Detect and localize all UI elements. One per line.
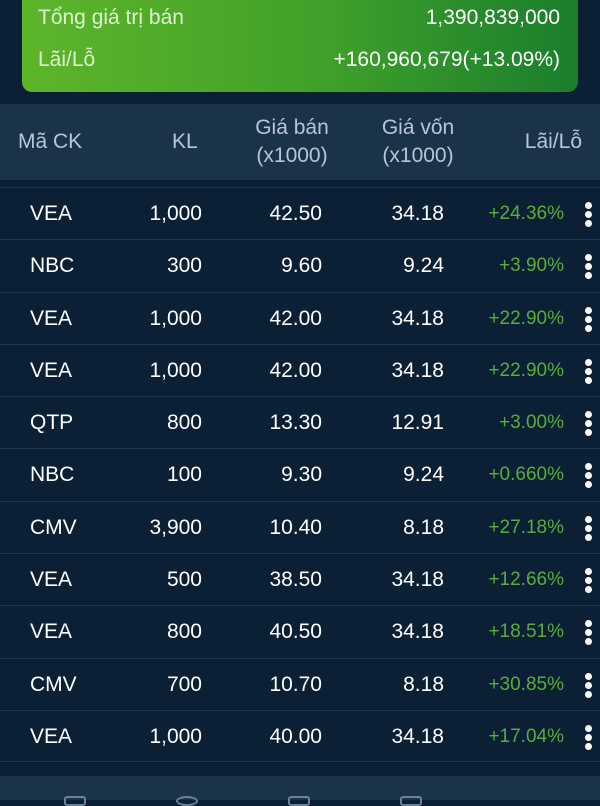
cell-symbol: VEA [30,306,73,330]
table-row[interactable]: VEA 1,000 42.00 34.18 +22.90% [0,343,600,396]
cell-pl: +3.90% [499,255,564,277]
holdings-list: VEA 1,000 42.50 34.18 +24.36% NBC 300 9.… [0,187,600,763]
more-options-icon[interactable] [585,202,593,229]
header-qty: KL [172,130,198,153]
bottom-nav [0,776,600,806]
table-row[interactable]: CMV 700 10.70 8.18 +30.85% [0,657,600,710]
cell-qty: 500 [166,568,202,592]
table-row[interactable]: VEA 1,000 40.00 34.18 +17.04% [0,709,600,763]
table-row[interactable]: NBC 300 9.60 9.24 +3.90% [0,239,600,291]
cell-cost-price: 12.91 [391,411,444,435]
more-options-icon[interactable] [585,724,593,752]
table-row[interactable]: VEA 1,000 42.00 34.18 +22.90% [0,291,600,344]
cell-pl: +18.51% [488,621,564,643]
cell-pl: +12.66% [488,569,564,591]
cell-cost-price: 34.18 [391,620,444,644]
cell-pl: +22.90% [488,359,564,381]
cell-qty: 800 [166,620,202,644]
cell-symbol: VEA [30,620,73,644]
summary-card: Tổng giá trị bán 1,390,839,000 Lãi/Lỗ +160… [22,0,578,92]
cell-qty: 1,000 [149,202,202,225]
cell-symbol: NBC [30,463,75,487]
cell-qty: 800 [166,411,202,435]
cell-pl: +17.04% [488,725,564,747]
cell-cost-price: 9.24 [403,463,444,487]
cell-symbol: CMV [30,672,77,696]
pl-value: +160,960,679(+13.09%) [333,48,560,71]
cell-symbol: NBC [30,254,75,278]
header-sell-line1: Giá bán [255,116,329,139]
cell-pl: +0.660% [488,464,564,486]
pl-label: Lãi/Lỗ [38,48,96,71]
cell-sell-price: 13.30 [269,411,322,435]
more-options-icon[interactable] [585,254,593,281]
cell-pl: +22.90% [488,307,564,329]
header-cost-line2: (x1000) [382,144,454,167]
cell-cost-price: 34.18 [391,306,444,330]
header-cost-price: Giá vốn (x1000) [378,114,458,170]
cell-sell-price: 42.50 [269,202,322,225]
cell-symbol: VEA [30,568,73,592]
cell-cost-price: 34.18 [391,202,444,225]
header-cost-line1: Giá vốn [381,116,455,139]
cell-sell-price: 9.60 [281,254,322,278]
cell-qty: 100 [166,463,202,487]
header-symbol: Mã CK [18,130,83,153]
cell-symbol: VEA [30,724,73,748]
cell-sell-price: 38.50 [269,568,322,592]
cell-symbol: CMV [30,515,77,539]
cell-qty: 700 [166,672,202,696]
cell-sell-price: 10.40 [269,515,322,539]
cell-cost-price: 34.18 [391,358,444,382]
nav-icon-1[interactable] [64,796,86,806]
header-sell-price: Giá bán (x1000) [252,114,332,170]
more-options-icon[interactable] [585,620,593,647]
table-row[interactable]: QTP 800 13.30 12.91 +3.00% [0,396,600,448]
more-options-icon[interactable] [585,672,593,700]
cell-pl: +24.36% [488,203,564,224]
table-row[interactable]: NBC 100 9.30 9.24 +0.660% [0,448,600,500]
cell-cost-price: 8.18 [403,672,444,696]
cell-sell-price: 10.70 [269,672,322,696]
nav-icon-3[interactable] [288,796,310,806]
table-header: Mã CK KL Giá bán (x1000) Giá vốn (x1000) L… [0,104,600,180]
header-pl: Lãi/Lỗ [524,130,582,153]
cell-cost-price: 8.18 [403,515,444,539]
cell-sell-price: 9.30 [281,463,322,487]
cell-cost-price: 34.18 [391,568,444,592]
cell-pl: +30.85% [488,673,564,695]
total-sell-value: 1,390,839,000 [425,6,560,29]
cell-qty: 1,000 [149,724,202,748]
total-sell-label: Tổng giá trị bán [38,6,184,29]
cell-symbol: VEA [30,202,73,225]
cell-symbol: VEA [30,358,73,382]
header-sell-line2: (x1000) [256,144,328,167]
cell-cost-price: 9.24 [403,254,444,278]
more-options-icon[interactable] [585,306,593,334]
more-options-icon[interactable] [585,358,593,386]
more-options-icon[interactable] [585,463,593,490]
cell-sell-price: 42.00 [269,358,322,382]
table-row[interactable]: VEA 1,000 42.50 34.18 +24.36% [0,187,600,239]
more-options-icon[interactable] [585,411,593,438]
cell-qty: 1,000 [149,306,202,330]
nav-icon-4[interactable] [400,796,422,806]
table-row[interactable]: CMV 3,900 10.40 8.18 +27.18% [0,500,600,553]
cell-sell-price: 42.00 [269,306,322,330]
cell-sell-price: 40.00 [269,724,322,748]
cell-sell-price: 40.50 [269,620,322,644]
cell-pl: +27.18% [488,516,564,538]
cell-qty: 300 [166,254,202,278]
table-row[interactable]: VEA 500 38.50 34.18 +12.66% [0,553,600,605]
cell-symbol: QTP [30,411,74,435]
cell-qty: 3,900 [149,515,202,539]
cell-qty: 1,000 [149,358,202,382]
more-options-icon[interactable] [585,568,593,595]
more-options-icon[interactable] [585,515,593,543]
cell-cost-price: 34.18 [391,724,444,748]
cell-pl: +3.00% [499,412,564,434]
table-row[interactable]: VEA 800 40.50 34.18 +18.51% [0,605,600,657]
nav-icon-2[interactable] [176,796,198,806]
